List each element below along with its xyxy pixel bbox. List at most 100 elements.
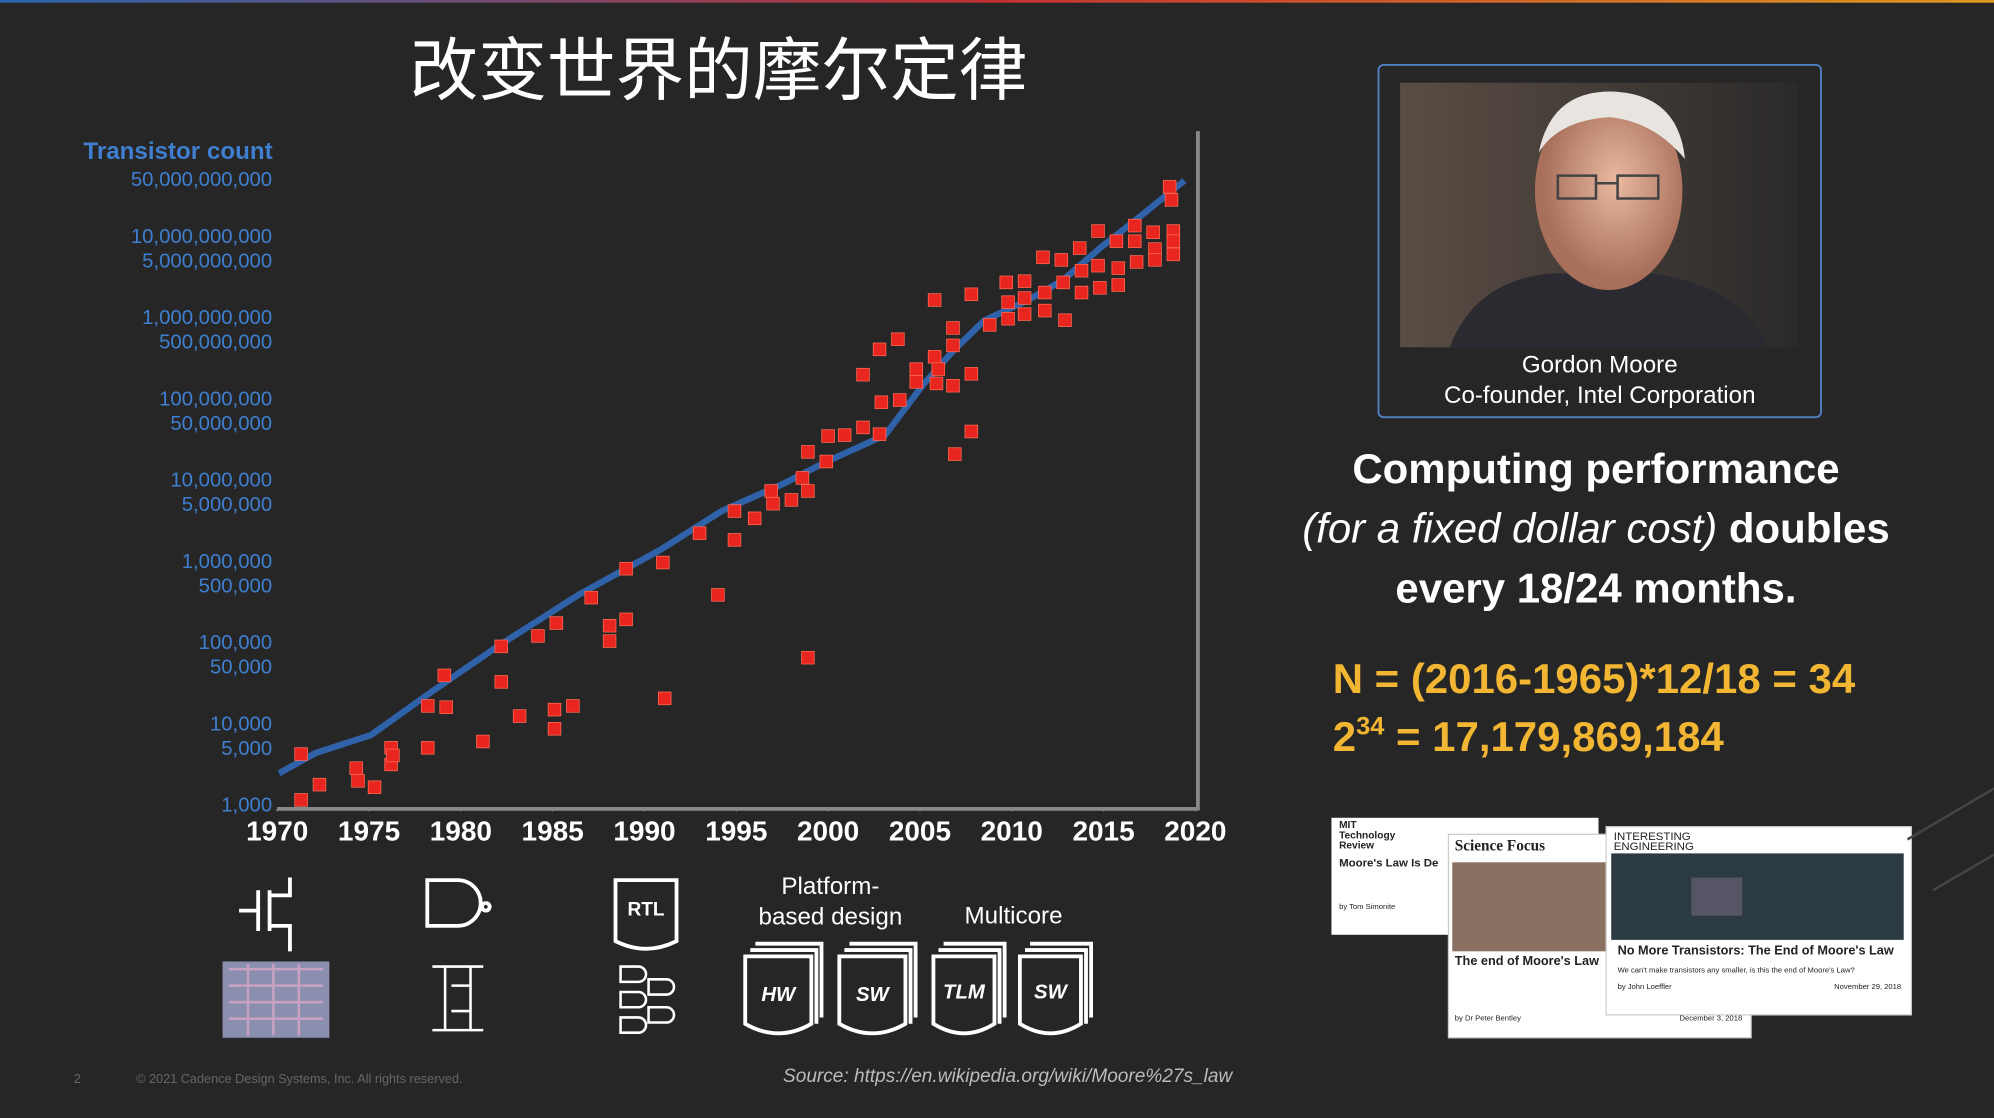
- data-point: [946, 378, 960, 393]
- article-image: [1611, 853, 1904, 940]
- transistor-icon: [239, 877, 292, 952]
- data-point: [1111, 261, 1125, 275]
- data-point: [856, 367, 870, 382]
- data-point: [872, 427, 887, 441]
- statement-italic: (for a fixed dollar cost): [1302, 505, 1717, 552]
- data-point: [711, 588, 725, 602]
- data-point: [494, 675, 508, 689]
- data-point: [547, 722, 562, 736]
- data-point: [566, 699, 580, 713]
- data-point: [892, 393, 907, 407]
- era-label: Platform-: [781, 873, 879, 900]
- data-point: [819, 454, 834, 469]
- data-point: [1017, 274, 1032, 288]
- data-point: [547, 702, 562, 717]
- data-point: [874, 395, 889, 409]
- chip-layout-lines: [228, 964, 324, 1036]
- x-tick-label: 2010: [981, 815, 1043, 846]
- data-point: [747, 511, 762, 526]
- data-point: [1091, 258, 1105, 273]
- statement-line: (for a fixed dollar cost) doubles: [1302, 505, 1890, 552]
- data-point: [999, 275, 1013, 290]
- article-text: The end of Moore's Law: [1455, 953, 1599, 968]
- formula-line: N = (2016-1965)*12/18 = 34: [1333, 655, 1856, 702]
- gates-icon: [619, 965, 676, 1034]
- data-point: [386, 748, 400, 763]
- data-point: [801, 650, 815, 665]
- data-point: [964, 287, 979, 302]
- data-point: [801, 445, 815, 459]
- data-point: [1017, 307, 1032, 321]
- data-point: [294, 747, 308, 761]
- y-tick-label: 5,000,000: [182, 494, 272, 516]
- data-point: [294, 793, 308, 807]
- hw-doc: [743, 941, 824, 1036]
- article-text: No More Transistors: The End of Moore's …: [1618, 943, 1894, 958]
- x-tick-label: 2000: [797, 815, 859, 846]
- x-tick-label: 1975: [338, 815, 400, 846]
- data-point: [692, 526, 707, 540]
- data-point: [312, 777, 327, 792]
- era-label: Multicore: [965, 902, 1063, 929]
- data-point: [801, 484, 815, 498]
- article-text: Technology: [1339, 830, 1396, 841]
- article-text: by Dr Peter Bentley: [1455, 1014, 1521, 1023]
- y-tick-label: 50,000: [210, 657, 272, 679]
- article-text: December 3, 2018: [1679, 1014, 1742, 1023]
- statement-bold: doubles: [1717, 505, 1889, 552]
- formula-rest: = 17,179,869,184: [1384, 713, 1724, 760]
- data-point: [929, 376, 944, 391]
- data-point: [837, 428, 852, 442]
- data-point: [872, 342, 887, 357]
- article-text: Moore's Law Is De: [1339, 858, 1438, 870]
- formula-exponent: 34: [1356, 712, 1384, 740]
- data-point: [1129, 255, 1144, 269]
- data-point: [549, 616, 564, 630]
- top-bar: [0, 0, 1994, 3]
- data-point: [1017, 291, 1032, 305]
- data-point: [1146, 225, 1160, 239]
- article-text: November 29, 2018: [1834, 982, 1901, 991]
- decoration: [1906, 787, 1994, 892]
- data-point: [982, 318, 997, 332]
- source: Source: https://en.wikipedia.org/wiki/Mo…: [783, 1066, 1233, 1087]
- data-point: [1074, 263, 1089, 278]
- article-text: by John Loeffler: [1618, 982, 1673, 991]
- x-tick-label: 1995: [705, 815, 767, 846]
- data-point: [964, 367, 979, 381]
- y-tick-label: 50,000,000: [170, 413, 272, 435]
- plot: 1,0005,00010,00050,000100,000500,0001,00…: [131, 169, 1227, 846]
- data-point: [1054, 253, 1069, 267]
- portrait-glasses: [1556, 174, 1660, 200]
- tlm-doc: [931, 941, 1007, 1036]
- y-tick-label: 100,000,000: [159, 388, 272, 410]
- x-tick-label: 1985: [522, 815, 584, 846]
- y-tick-label: 1,000,000,000: [142, 307, 272, 329]
- data-point: [1074, 285, 1089, 300]
- data-point: [602, 618, 617, 633]
- article-text: Science Focus: [1455, 838, 1545, 855]
- rtl-doc: [613, 878, 679, 951]
- data-point: [1036, 250, 1050, 265]
- data-point: [1001, 295, 1015, 309]
- data-point: [619, 561, 633, 576]
- portrait-suit: [1449, 273, 1768, 348]
- data-point: [891, 332, 905, 346]
- data-point: [1001, 312, 1015, 326]
- data-point: [1162, 180, 1177, 194]
- era-icons: [239, 877, 1094, 1036]
- data-point: [909, 375, 924, 389]
- y-tick-label: 10,000,000: [170, 470, 272, 492]
- data-point: [1166, 247, 1181, 262]
- portrait-role: Co-founder, Intel Corporation: [1444, 382, 1756, 409]
- article-text: INTERESTING: [1614, 831, 1691, 843]
- data-point: [964, 424, 979, 439]
- data-point: [946, 338, 960, 353]
- chart-title: 改变世界的摩尔定律: [410, 33, 1028, 110]
- data-point: [931, 362, 946, 376]
- sw-doc: [1017, 941, 1094, 1036]
- chip-layout: [222, 961, 330, 1038]
- y-tick-label: 1,000: [221, 795, 272, 817]
- x-tick-label: 1970: [246, 815, 308, 846]
- portrait-hair: [1538, 91, 1685, 160]
